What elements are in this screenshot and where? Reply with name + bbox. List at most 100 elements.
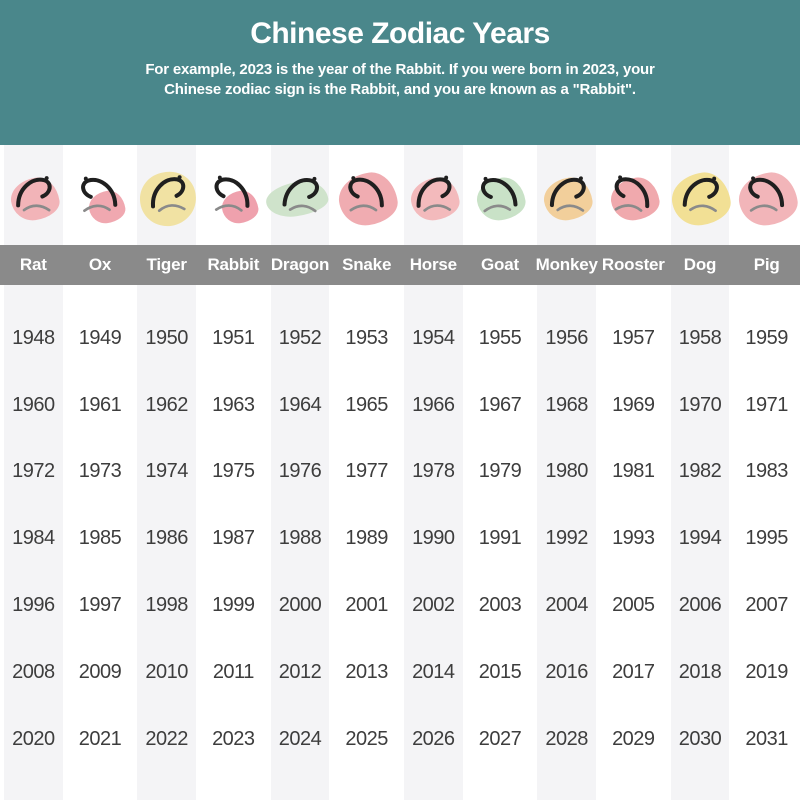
year-cell: 2009 <box>78 660 122 683</box>
year-list: 1953 1965 1977 1989 2001 2013 2025 <box>333 285 400 773</box>
year-cell: 1972 <box>12 460 55 483</box>
zodiac-column-rooster: Rooster 1957 1969 1981 1993 2005 2017 2029 <box>600 145 667 800</box>
ink-brush-strokes <box>682 176 719 213</box>
year-cell: 1978 <box>412 460 455 483</box>
year-list: 1954 1966 1978 1990 2002 2014 2026 <box>400 285 467 773</box>
year-cell: 1996 <box>12 594 55 617</box>
year-cell: 1969 <box>612 393 655 416</box>
year-list: 1950 1962 1974 1986 1998 2010 2022 <box>133 285 200 773</box>
animal-name-label: Monkey <box>535 255 598 274</box>
animal-name-label: Rooster <box>601 255 665 274</box>
year-cell: 1988 <box>278 527 322 550</box>
year-cell: 1971 <box>745 393 788 416</box>
rabbit-icon <box>200 145 267 245</box>
year-cell: 2024 <box>278 727 322 750</box>
year-list: 1956 1968 1980 1992 2004 2016 2028 <box>533 285 600 773</box>
year-cell: 1985 <box>78 527 122 550</box>
year-list: 1959 1971 1983 1995 2007 2019 2031 <box>733 285 800 773</box>
year-cell: 1990 <box>412 527 455 550</box>
year-list: 1957 1969 1981 1993 2005 2017 2029 <box>600 285 667 773</box>
year-cell: 1959 <box>745 326 788 349</box>
goat-icon <box>467 145 534 245</box>
year-cell: 1976 <box>278 460 322 483</box>
animal-name-band <box>0 245 800 285</box>
year-cell: 2028 <box>545 727 588 750</box>
year-cell: 1967 <box>478 393 522 416</box>
year-cell: 2022 <box>145 727 188 750</box>
zodiac-column-tiger: Tiger 1950 1962 1974 1986 1998 2010 2022 <box>133 145 200 800</box>
year-cell: 1997 <box>78 594 122 617</box>
year-cell: 1968 <box>545 393 588 416</box>
zodiac-column-ox: Ox 1949 1961 1973 1985 1997 2009 2021 <box>67 145 134 800</box>
subtitle-line-2: Chinese zodiac sign is the Rabbit, and y… <box>164 81 636 98</box>
animal-name-label: Ox <box>88 255 112 274</box>
tiger-icon <box>133 145 200 245</box>
animal-name-label: Dog <box>683 255 717 274</box>
animal-name-label: Horse <box>409 255 457 274</box>
year-cell: 2008 <box>12 660 55 683</box>
animal-name-label: Pig <box>753 255 780 274</box>
ink-brush-strokes <box>81 176 118 213</box>
year-cell: 1952 <box>278 326 322 349</box>
year-cell: 2010 <box>145 660 188 683</box>
animal-name-label: Dragon <box>270 255 330 274</box>
year-cell: 1954 <box>412 326 455 349</box>
ink-brush-strokes <box>416 175 452 212</box>
year-cell: 1949 <box>78 326 122 349</box>
year-cell: 2003 <box>478 594 522 617</box>
subtitle: For example, 2023 is the year of the Rab… <box>0 60 800 100</box>
year-cell: 1973 <box>78 460 122 483</box>
year-cell: 1991 <box>478 527 522 550</box>
year-cell: 1984 <box>12 527 55 550</box>
horse-icon <box>400 145 467 245</box>
year-cell: 1979 <box>478 460 522 483</box>
year-cell: 1960 <box>12 393 55 416</box>
year-cell: 1999 <box>212 594 255 617</box>
rat-icon <box>0 145 67 245</box>
year-cell: 2029 <box>612 727 655 750</box>
ox-icon <box>67 145 134 245</box>
zodiac-column-dragon: Dragon 1952 1964 1976 1988 2000 2012 2024 <box>264 145 334 800</box>
animal-name-label: Goat <box>481 255 519 274</box>
year-cell: 1953 <box>345 326 388 349</box>
year-cell: 2021 <box>78 727 122 750</box>
dog-icon <box>667 145 734 245</box>
zodiac-column-monkey: Monkey 1956 1968 1980 1992 2004 2016 2028 <box>533 145 600 800</box>
year-cell: 1974 <box>145 460 188 483</box>
year-cell: 2017 <box>612 660 655 683</box>
year-cell: 2011 <box>212 660 255 683</box>
zodiac-column-snake: Snake 1953 1965 1977 1989 2001 2013 2025 <box>333 145 401 800</box>
animal-name-label: Tiger <box>146 255 187 274</box>
year-cell: 2016 <box>545 660 588 683</box>
ink-brush-strokes <box>16 176 52 212</box>
year-cell: 1966 <box>412 393 455 416</box>
rooster-icon <box>600 145 667 245</box>
animal-name-label: Snake <box>342 255 392 274</box>
year-cell: 2006 <box>678 594 722 617</box>
ink-brush-strokes <box>150 175 186 213</box>
year-cell: 1977 <box>345 460 388 483</box>
ink-brush-strokes <box>614 175 650 212</box>
header: Chinese Zodiac Years For example, 2023 i… <box>0 0 800 145</box>
zodiac-table: Rat 1948 1960 1972 1984 1996 2008 2020 Ox 1949… <box>0 145 800 800</box>
year-cell: 1975 <box>212 460 255 483</box>
year-cell: 2014 <box>412 660 455 683</box>
year-cell: 2019 <box>745 660 788 683</box>
year-cell: 1998 <box>145 594 188 617</box>
ink-brush-strokes <box>481 176 518 213</box>
year-cell: 2012 <box>278 660 322 683</box>
snake-icon <box>333 145 401 245</box>
year-cell: 1992 <box>545 527 588 550</box>
year-list: 1948 1960 1972 1984 1996 2008 2020 <box>0 285 67 773</box>
year-cell: 2013 <box>345 660 388 683</box>
year-cell: 1982 <box>678 460 722 483</box>
year-cell: 2023 <box>212 727 255 750</box>
page-title: Chinese Zodiac Years <box>250 17 550 50</box>
animal-name-label: Rabbit <box>207 255 260 274</box>
year-cell: 2000 <box>278 594 322 617</box>
year-cell: 1989 <box>345 527 388 550</box>
zodiac-column-rabbit: Rabbit 1951 1963 1975 1987 1999 2011 2023 <box>200 145 267 800</box>
year-cell: 1955 <box>478 326 522 349</box>
year-list: 1952 1964 1976 1988 2000 2012 2024 <box>267 285 334 773</box>
